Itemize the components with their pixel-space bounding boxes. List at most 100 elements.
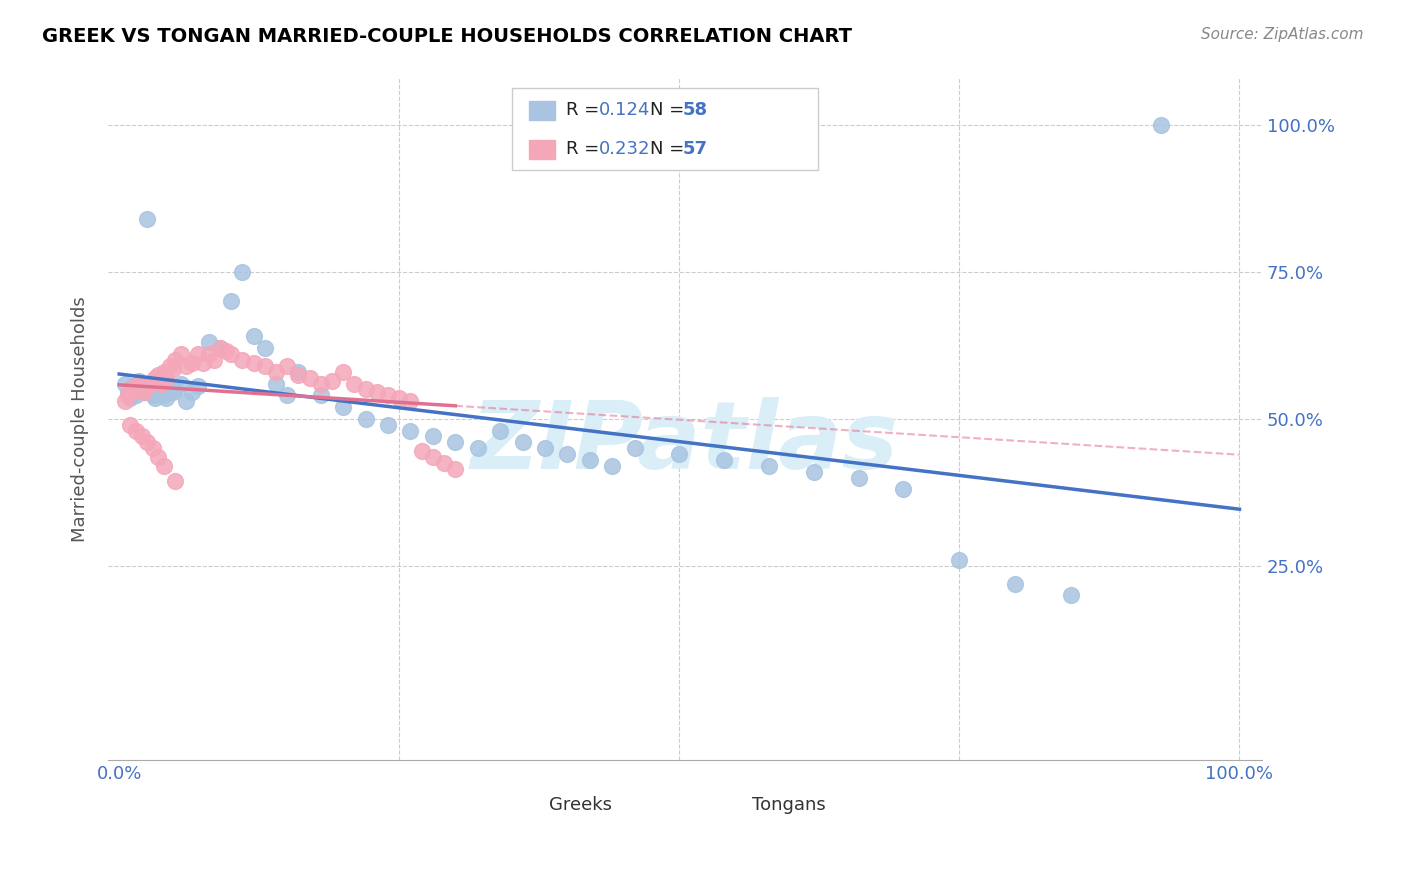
Point <box>181 385 204 400</box>
Point <box>131 383 153 397</box>
Point <box>117 388 139 402</box>
Point <box>176 394 198 409</box>
Point <box>578 453 600 467</box>
Point <box>1004 576 1026 591</box>
Point <box>117 385 139 400</box>
Point <box>143 391 166 405</box>
Point <box>198 335 221 350</box>
Point <box>253 341 276 355</box>
Point <box>433 456 456 470</box>
Point <box>512 435 534 450</box>
Text: 58: 58 <box>683 101 707 119</box>
Point <box>287 368 309 382</box>
Text: Source: ZipAtlas.com: Source: ZipAtlas.com <box>1201 27 1364 42</box>
Point <box>399 394 422 409</box>
Point <box>162 385 184 400</box>
Point <box>136 435 159 450</box>
Point <box>231 353 253 368</box>
FancyBboxPatch shape <box>529 101 554 120</box>
Point <box>150 376 173 391</box>
Point <box>332 365 354 379</box>
Point <box>143 370 166 384</box>
Point <box>343 376 366 391</box>
Point <box>489 424 512 438</box>
Point <box>803 465 825 479</box>
Point <box>242 356 264 370</box>
Point <box>187 347 209 361</box>
Point <box>131 429 153 443</box>
Point <box>121 385 143 400</box>
Point <box>422 429 444 443</box>
Point <box>142 374 165 388</box>
Point <box>170 376 193 391</box>
Text: Greeks: Greeks <box>548 797 612 814</box>
Point <box>253 359 276 373</box>
Point <box>219 347 242 361</box>
Point <box>208 341 231 355</box>
Point <box>276 388 298 402</box>
Point <box>121 379 143 393</box>
Point <box>165 353 187 368</box>
Text: 57: 57 <box>683 140 707 158</box>
FancyBboxPatch shape <box>515 795 540 816</box>
Point <box>125 379 148 393</box>
Point <box>287 365 309 379</box>
Point <box>131 383 153 397</box>
Point <box>114 394 136 409</box>
Point <box>377 417 399 432</box>
Point <box>600 458 623 473</box>
Text: N =: N = <box>651 101 690 119</box>
Point <box>1150 118 1173 132</box>
Point <box>148 368 170 382</box>
Text: ZIPatlas: ZIPatlas <box>471 397 898 489</box>
Point <box>555 447 578 461</box>
Point <box>162 361 184 376</box>
Point <box>142 442 165 456</box>
Point <box>309 388 332 402</box>
Text: R =: R = <box>567 140 605 158</box>
Point <box>159 379 181 393</box>
Point <box>848 471 870 485</box>
Point <box>150 385 173 400</box>
Text: 0.232: 0.232 <box>599 140 650 158</box>
Point <box>242 329 264 343</box>
Point <box>204 353 226 368</box>
Point <box>332 400 354 414</box>
Point <box>713 453 735 467</box>
Point <box>264 376 287 391</box>
Point <box>159 359 181 373</box>
Point <box>377 388 399 402</box>
Point <box>467 442 489 456</box>
Text: 0.124: 0.124 <box>599 101 650 119</box>
Point <box>668 447 690 461</box>
Point <box>193 356 215 370</box>
Point <box>139 379 162 393</box>
Point <box>120 383 142 397</box>
Point <box>148 450 170 464</box>
Point <box>176 359 198 373</box>
Point <box>139 376 162 391</box>
Point <box>170 347 193 361</box>
Text: GREEK VS TONGAN MARRIED-COUPLE HOUSEHOLDS CORRELATION CHART: GREEK VS TONGAN MARRIED-COUPLE HOUSEHOLD… <box>42 27 852 45</box>
Point <box>309 376 332 391</box>
Point <box>155 391 177 405</box>
Point <box>399 424 422 438</box>
Text: Tongans: Tongans <box>752 797 825 814</box>
Point <box>153 458 176 473</box>
Point <box>136 376 159 391</box>
Point <box>132 385 155 400</box>
Point <box>758 458 780 473</box>
Point <box>128 376 150 391</box>
Point <box>125 388 148 402</box>
Point <box>231 265 253 279</box>
Point <box>214 344 236 359</box>
Point <box>411 444 433 458</box>
Point <box>136 211 159 226</box>
FancyBboxPatch shape <box>512 87 818 169</box>
Point <box>354 412 377 426</box>
Point <box>136 379 159 393</box>
Point <box>444 435 467 450</box>
Point <box>181 356 204 370</box>
Point <box>165 474 187 488</box>
Point <box>120 391 142 405</box>
